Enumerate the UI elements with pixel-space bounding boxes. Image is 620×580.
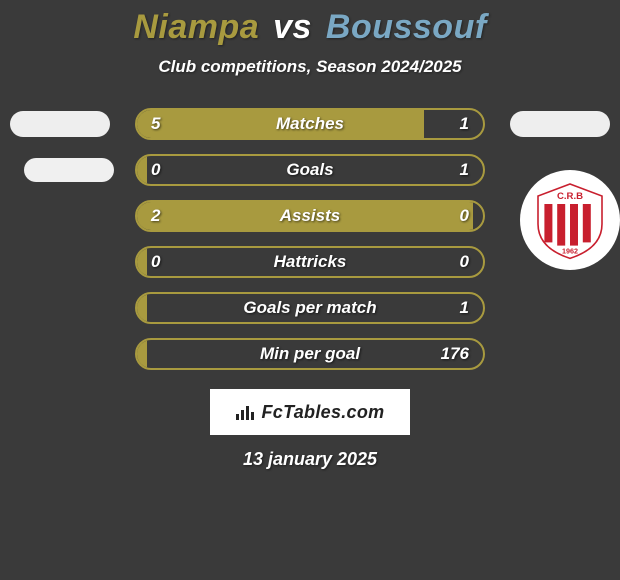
stat-bar-right [424, 110, 483, 138]
player1-avatar [10, 111, 110, 137]
page-title: Niampa vs Boussouf [0, 8, 620, 47]
stat-bar-right [147, 156, 483, 184]
stat-value-right: 1 [460, 156, 469, 184]
player1-club-avatar [24, 158, 114, 182]
stat-value-right: 0 [460, 202, 469, 230]
player1-name: Niampa [133, 8, 259, 46]
vs-text: vs [273, 8, 312, 46]
stat-bar-left [137, 294, 147, 322]
stat-row: Min per goal 176 [0, 331, 620, 377]
stat-row: 5 Matches 1 [0, 101, 620, 147]
subtitle: Club competitions, Season 2024/2025 [0, 57, 620, 77]
date-text: 13 january 2025 [0, 449, 620, 470]
brand-text: FcTables.com [262, 402, 385, 423]
stat-bar-right [147, 248, 483, 276]
brand-badge: FcTables.com [210, 389, 410, 435]
player2-name: Boussouf [326, 8, 487, 46]
club-badge-icon: C.R.B 1962 [530, 180, 610, 260]
stat-bar-left [137, 156, 147, 184]
club-badge-initials: C.R.B [557, 191, 583, 202]
stat-bar: 2 Assists 0 [135, 200, 485, 232]
stat-bar-left [137, 340, 147, 368]
infographic-container: Niampa vs Boussouf Club competitions, Se… [0, 0, 620, 470]
club-badge-year: 1962 [562, 247, 578, 256]
stat-bar: 0 Goals 1 [135, 154, 485, 186]
stat-row: Goals per match 1 [0, 285, 620, 331]
stat-bar: 0 Hattricks 0 [135, 246, 485, 278]
stat-row: 0 Goals 1 [0, 147, 620, 193]
stat-value-left: 5 [151, 110, 160, 138]
stat-bar-left [137, 248, 147, 276]
stat-value-right: 1 [460, 110, 469, 138]
stat-bar: 5 Matches 1 [135, 108, 485, 140]
stat-value-left: 0 [151, 156, 160, 184]
stat-bar: Goals per match 1 [135, 292, 485, 324]
stat-bar-left [137, 110, 424, 138]
player2-avatar [510, 111, 610, 137]
stat-value-right: 176 [441, 340, 469, 368]
stat-bar: Min per goal 176 [135, 338, 485, 370]
stat-bar-right [147, 294, 483, 322]
player2-club-badge: C.R.B 1962 [520, 170, 620, 270]
stat-bar-right [473, 202, 483, 230]
stat-value-left: 2 [151, 202, 160, 230]
stat-value-left: 0 [151, 248, 160, 276]
stat-bar-right [147, 340, 483, 368]
stat-value-right: 1 [460, 294, 469, 322]
stat-bar-left [137, 202, 473, 230]
stat-value-right: 0 [460, 248, 469, 276]
brand-icon [236, 404, 256, 420]
